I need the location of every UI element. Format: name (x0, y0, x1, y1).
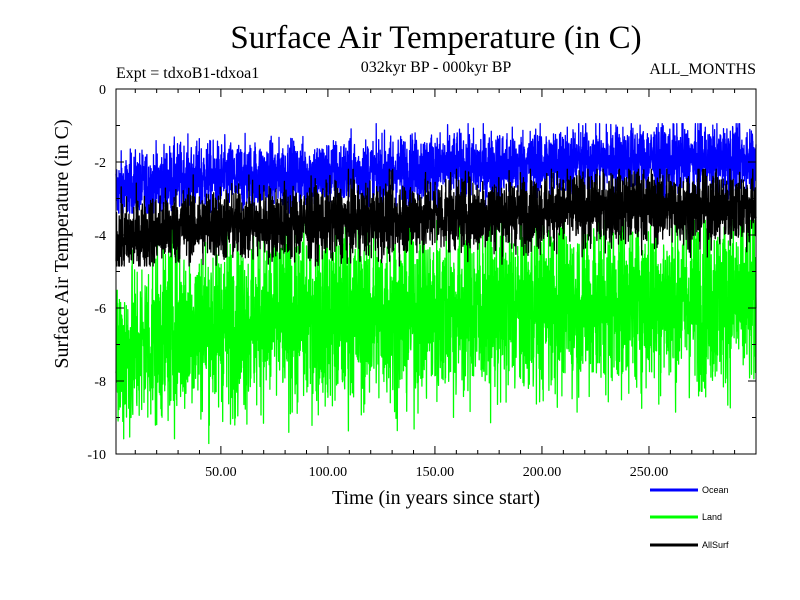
legend-label: Land (702, 512, 722, 522)
experiment-label: Expt = tdxoB1-tdxoa1 (116, 65, 259, 82)
series-line-ocean (115, 123, 757, 214)
legend-label: AllSurf (702, 540, 729, 550)
legend-item-land: Land (650, 512, 722, 522)
y-tick-label: -10 (87, 448, 106, 463)
chart-title: Surface Air Temperature (in C) (230, 20, 641, 56)
legend-item-ocean: Ocean (650, 485, 729, 495)
series-layer (115, 123, 757, 445)
y-tick-label: -2 (94, 156, 106, 171)
series-line-land (115, 219, 757, 445)
axis-layer: 50.00 100.00 150.00 200.00 250.00 0 -2 -4 -6 -8 -1… (87, 83, 756, 480)
x-tick-label: 150.00 (416, 465, 455, 480)
chart-subtitle: 032kyr BP - 000kyr BP (361, 59, 512, 76)
legend: Ocean Land AllSurf (650, 485, 729, 550)
y-axis-label: Surface Air Temperature (in C) (51, 119, 73, 368)
x-tick-label: 250.00 (630, 465, 669, 480)
x-tick-label: 200.00 (523, 465, 562, 480)
x-tick-label: 50.00 (205, 465, 237, 480)
series-line-allsurf (115, 168, 757, 267)
y-tick-label: -4 (94, 229, 106, 244)
y-tick-label: -8 (94, 375, 106, 390)
x-axis-label: Time (in years since start) (332, 487, 540, 509)
legend-label: Ocean (702, 485, 729, 495)
legend-item-allsurf: AllSurf (650, 540, 729, 550)
y-tick-label: 0 (99, 83, 106, 98)
x-tick-label: 100.00 (309, 465, 348, 480)
months-label: ALL_MONTHS (649, 61, 756, 78)
y-tick-label: -6 (94, 302, 106, 317)
